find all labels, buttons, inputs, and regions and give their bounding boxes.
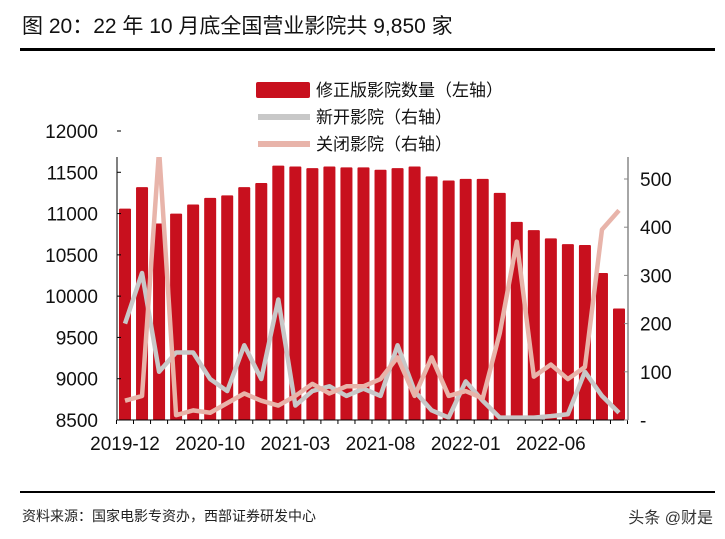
bar bbox=[357, 167, 370, 420]
bar bbox=[289, 166, 302, 420]
bar bbox=[408, 166, 421, 420]
bar bbox=[442, 180, 455, 420]
legend-swatch-line bbox=[258, 141, 310, 147]
bar bbox=[476, 178, 489, 420]
bar bbox=[425, 176, 438, 420]
right-tick-label: 200 bbox=[640, 315, 672, 336]
legend-label: 修正版影院数量（左轴） bbox=[316, 81, 503, 100]
figure-title: 图 20：22 年 10 月底全国营业影院共 9,850 家 bbox=[22, 15, 453, 38]
bar bbox=[221, 195, 234, 420]
bar bbox=[323, 166, 336, 420]
bar bbox=[561, 244, 574, 420]
new-cinemas-line bbox=[122, 270, 621, 420]
legend-swatch-line bbox=[258, 114, 310, 120]
left-tick-label: 10500 bbox=[45, 246, 98, 267]
bar bbox=[544, 238, 557, 420]
bar bbox=[391, 168, 404, 420]
bar bbox=[493, 192, 506, 420]
x-tick-label: 2019-12 bbox=[90, 434, 160, 455]
legend-swatch-bar bbox=[256, 82, 310, 98]
bar bbox=[255, 183, 268, 420]
left-tick-label: 9000 bbox=[56, 370, 98, 391]
closed-cinemas-line bbox=[124, 157, 621, 418]
x-tick-label: 2022-06 bbox=[516, 434, 586, 455]
bar bbox=[272, 165, 285, 420]
bar bbox=[187, 204, 200, 420]
chart: 8500 9000 9500 10000 10500 11000 11500 12000 - 10… bbox=[45, 81, 672, 455]
left-tick-label: 11500 bbox=[47, 163, 98, 184]
bar bbox=[238, 187, 251, 420]
right-tick-label: - bbox=[640, 411, 646, 432]
right-tick-label: 500 bbox=[640, 170, 672, 191]
bar bbox=[204, 197, 217, 420]
left-tick-label: 11000 bbox=[47, 205, 98, 226]
bar bbox=[527, 230, 540, 420]
bar bbox=[595, 273, 608, 420]
right-tick-label: 300 bbox=[640, 266, 672, 287]
bar bbox=[119, 208, 131, 420]
bar bbox=[306, 168, 319, 420]
x-tick-label: 2020-10 bbox=[175, 434, 245, 455]
bar bbox=[340, 167, 353, 420]
bar bbox=[153, 223, 166, 420]
bar bbox=[374, 169, 387, 420]
right-tick-label: 100 bbox=[640, 363, 672, 384]
x-tick-label: 2022-01 bbox=[431, 434, 501, 455]
x-tick-label: 2021-03 bbox=[260, 434, 330, 455]
legend-label: 关闭影院（右轴） bbox=[316, 135, 452, 154]
legend-label: 新开影院（右轴） bbox=[316, 108, 452, 127]
title-divider bbox=[20, 48, 715, 51]
left-tick-label: 8500 bbox=[56, 411, 98, 432]
watermark: 头条 @财是 bbox=[628, 510, 713, 527]
left-tick-label: 9500 bbox=[56, 328, 98, 349]
x-tick-label: 2021-08 bbox=[346, 434, 416, 455]
left-tick-label: 10000 bbox=[45, 287, 98, 308]
right-tick-label: 400 bbox=[640, 218, 672, 239]
bar bbox=[613, 308, 625, 420]
left-tick-label: 12000 bbox=[45, 122, 98, 143]
footer-divider bbox=[20, 491, 715, 493]
source-note: 资料来源：国家电影专资办，西部证券研发中心 bbox=[22, 508, 316, 524]
bar bbox=[459, 178, 472, 420]
